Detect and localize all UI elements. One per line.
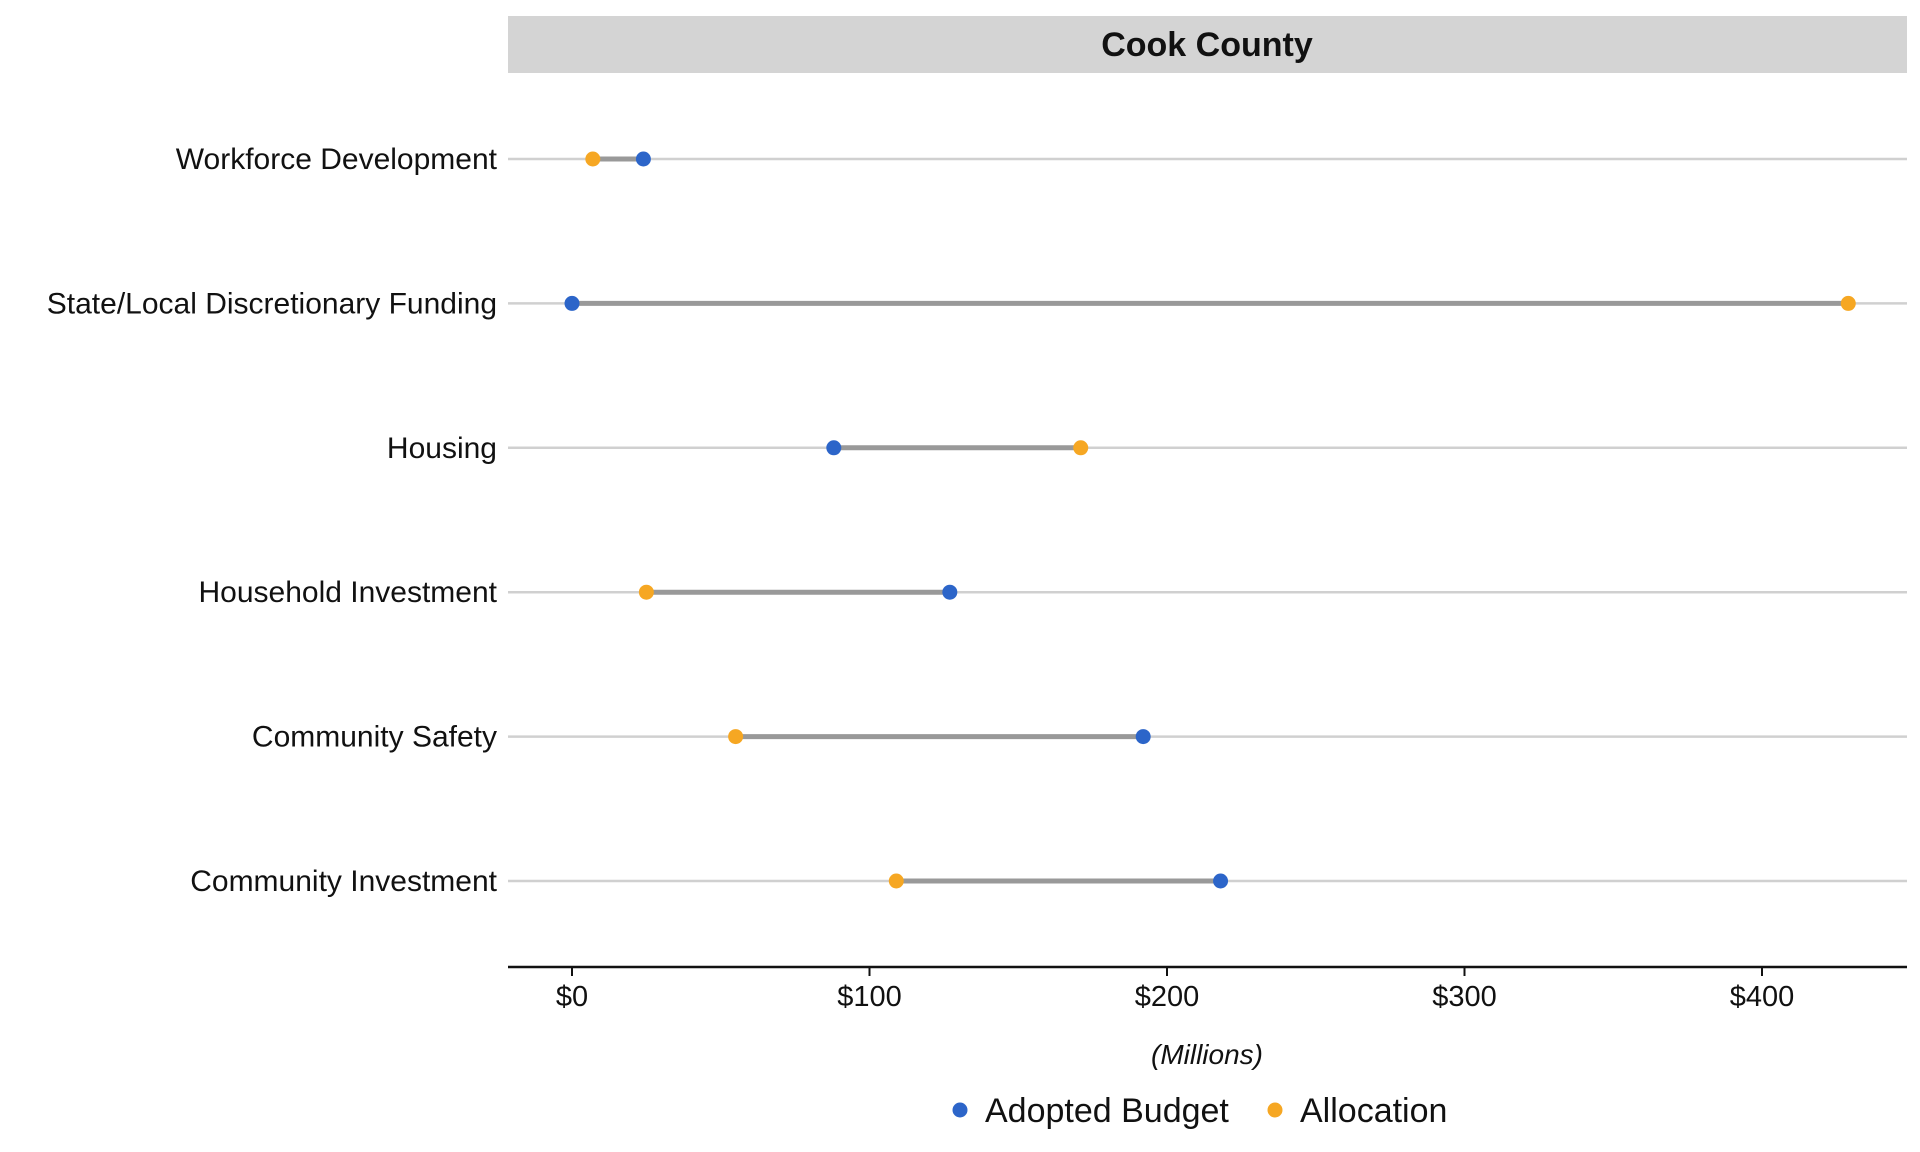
adopted-budget-point (1213, 873, 1229, 889)
panel-strip (508, 16, 1907, 73)
category-label: Household Investment (198, 576, 497, 609)
x-tick-label: $200 (1135, 981, 1200, 1013)
x-axis-ticks: $0 $100 $200 $300 $400 (556, 967, 1794, 1013)
allocation-point (638, 584, 654, 600)
adopted-budget-point (942, 584, 958, 600)
legend: Adopted Budget Allocation (952, 1092, 1447, 1130)
range-layer (572, 156, 1849, 884)
x-tick-label: $300 (1432, 981, 1497, 1013)
adopted-budget-point (826, 440, 842, 456)
allocation-point (1073, 440, 1089, 456)
allocation-point (585, 151, 601, 167)
adopted-budget-point (564, 295, 580, 311)
legend-adopted-budget-label: Adopted Budget (985, 1092, 1229, 1130)
adopted-budget-point (1135, 729, 1151, 745)
point-layer (564, 151, 1856, 889)
allocation-point (888, 873, 904, 889)
category-label: Community Safety (252, 721, 497, 754)
legend-adopted-budget-marker (952, 1102, 968, 1118)
x-axis-title: (Millions) (1151, 1039, 1263, 1070)
x-tick-label: $400 (1730, 981, 1795, 1013)
allocation-point (1840, 295, 1856, 311)
allocation-point (728, 729, 744, 745)
adopted-budget-point (635, 151, 651, 167)
x-tick-label: $100 (837, 981, 902, 1013)
category-label: Workforce Development (176, 143, 498, 176)
legend-allocation-marker (1267, 1102, 1283, 1118)
category-labels: Workforce Development State/Local Discret… (47, 143, 498, 898)
legend-allocation-label: Allocation (1300, 1092, 1447, 1130)
panel-strip-title: Cook County (1101, 26, 1313, 64)
x-tick-label: $0 (556, 981, 588, 1013)
category-label: State/Local Discretionary Funding (47, 287, 497, 320)
category-label: Community Investment (190, 865, 497, 898)
grid-layer (508, 157, 1907, 883)
category-label: Housing (387, 432, 497, 465)
